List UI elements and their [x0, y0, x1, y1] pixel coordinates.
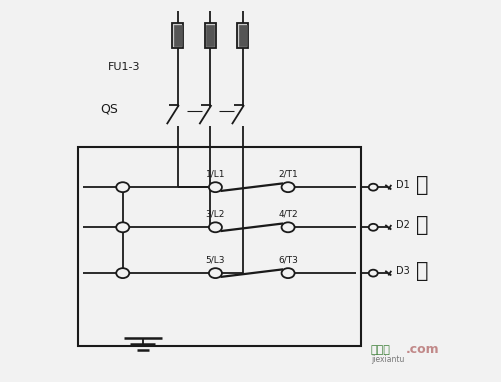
- Text: 5/L3: 5/L3: [206, 256, 225, 265]
- Circle shape: [369, 184, 378, 191]
- Text: 动: 动: [416, 215, 428, 235]
- Text: 6/T3: 6/T3: [278, 256, 298, 265]
- Text: 2/T1: 2/T1: [278, 170, 298, 179]
- Text: QS: QS: [100, 102, 118, 115]
- Bar: [174, 25, 182, 46]
- Text: jiexiantu: jiexiantu: [371, 354, 404, 364]
- Text: C: C: [239, 30, 247, 40]
- Circle shape: [282, 182, 295, 192]
- Circle shape: [209, 182, 222, 192]
- Text: 3/L2: 3/L2: [206, 210, 225, 219]
- Bar: [206, 25, 214, 46]
- Text: 接线图: 接线图: [371, 345, 391, 354]
- Text: 4/T2: 4/T2: [278, 210, 298, 219]
- Circle shape: [282, 268, 295, 278]
- Circle shape: [369, 224, 378, 231]
- Text: 电: 电: [416, 175, 428, 195]
- Text: A: A: [174, 30, 182, 40]
- Text: D2: D2: [396, 220, 410, 230]
- Text: FU1-3: FU1-3: [108, 62, 140, 72]
- Text: D1: D1: [396, 180, 409, 190]
- Circle shape: [282, 222, 295, 232]
- Text: 机: 机: [416, 261, 428, 281]
- Bar: [239, 25, 247, 46]
- Circle shape: [116, 182, 129, 192]
- Circle shape: [369, 270, 378, 277]
- Text: B: B: [206, 30, 214, 40]
- Bar: [237, 23, 248, 48]
- Circle shape: [209, 268, 222, 278]
- Bar: [172, 23, 183, 48]
- Bar: [78, 147, 361, 346]
- Text: 1/L1: 1/L1: [206, 170, 225, 179]
- Circle shape: [116, 268, 129, 278]
- Text: .com: .com: [406, 343, 439, 356]
- Text: D3: D3: [396, 266, 409, 276]
- Circle shape: [209, 222, 222, 232]
- Bar: [205, 23, 216, 48]
- Circle shape: [116, 222, 129, 232]
